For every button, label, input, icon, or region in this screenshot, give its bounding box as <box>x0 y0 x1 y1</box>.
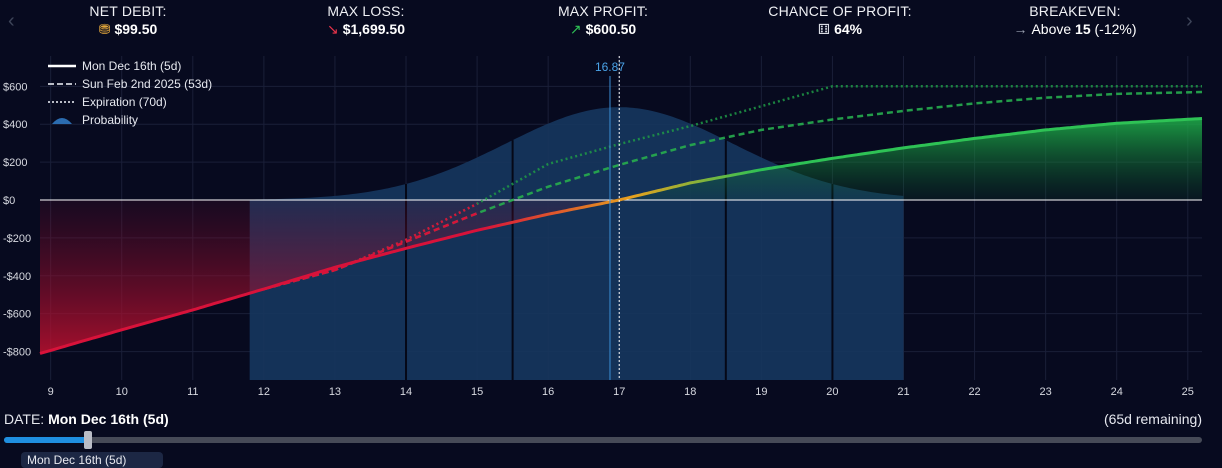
loss-area <box>40 200 616 354</box>
breakeven-stat: BREAKEVEN: → Above 15 (-12%) <box>975 3 1175 37</box>
x-tick-label-17: 17 <box>613 386 625 398</box>
x-tick-label-15: 15 <box>471 386 483 398</box>
breakeven-prefix: Above <box>1031 21 1072 37</box>
x-tick-label-11: 11 <box>187 386 198 398</box>
legend-probability-swatch <box>52 118 72 124</box>
date-label: DATE: <box>4 411 45 427</box>
arrow-down-right-icon: ↘ <box>326 21 339 37</box>
net-debit-stat: NET DEBIT: ⛃ $99.50 <box>28 3 228 38</box>
current-price-label: 16.87 <box>595 60 625 74</box>
x-tick-label-24: 24 <box>1111 386 1123 398</box>
max-profit-label: MAX PROFIT: <box>557 3 649 19</box>
max-profit-value: $600.50 <box>585 21 637 37</box>
next-arrow-icon[interactable]: › <box>1186 10 1193 32</box>
date-slider-handle[interactable] <box>83 431 92 449</box>
legend-label-0: Mon Dec 16th (5d) <box>82 59 181 73</box>
pnl-chart[interactable]: 16.87 $600 $400 $200 $0 -$200 -$400 -$600 -$800 9… <box>0 0 1222 405</box>
y-tick-label-3: $0 <box>3 195 15 207</box>
prev-arrow-icon[interactable]: ‹ <box>8 10 15 32</box>
series-expiration-line <box>263 85 1202 291</box>
x-tick-label-13: 13 <box>329 386 341 398</box>
x-tick-label-23: 23 <box>1040 386 1052 398</box>
arrow-right-icon: → <box>1013 21 1028 37</box>
date-slider-fill <box>4 437 88 443</box>
max-loss-label: MAX LOSS: <box>327 3 405 19</box>
breakeven-label: BREAKEVEN: <box>1029 3 1121 19</box>
y-tick-label-2: $200 <box>3 157 27 169</box>
y-tick-label-1: $400 <box>3 119 27 131</box>
y-tick-label-5: -$400 <box>3 271 31 283</box>
max-profit-stat: MAX PROFIT: ↗ $600.50 <box>503 3 703 38</box>
net-debit-value: $99.50 <box>114 21 158 37</box>
net-debit-label: NET DEBIT: <box>89 3 167 19</box>
days-remaining: (65d remaining) <box>1103 411 1202 427</box>
x-tick-label-9: 9 <box>48 386 54 398</box>
x-tick-label-22: 22 <box>968 386 980 398</box>
y-tick-label-4: -$200 <box>3 233 31 245</box>
breakeven-percent: (-12%) <box>1094 21 1137 37</box>
coins-icon: ⛃ <box>98 21 111 37</box>
x-tick-label-16: 16 <box>542 386 554 398</box>
legend: Mon Dec 16th (5d) Sun Feb 2nd 2025 (53d) E… <box>48 59 212 127</box>
x-tick-label-10: 10 <box>116 386 128 398</box>
legend-label-2: Expiration (70d) <box>82 95 167 109</box>
x-tick-label-12: 12 <box>258 386 270 398</box>
date-value: Mon Dec 16th (5d) <box>48 411 169 427</box>
profit-area <box>619 118 1202 200</box>
chance-of-profit-stat: CHANCE OF PROFIT: ⚅ 64% <box>740 3 940 38</box>
x-tick-label-21: 21 <box>897 386 909 398</box>
x-tick-label-25: 25 <box>1182 386 1194 398</box>
y-tick-label-0: $600 <box>3 81 27 93</box>
x-tick-label-14: 14 <box>400 386 412 398</box>
y-tick-label-6: -$600 <box>3 309 31 321</box>
date-tooltip: Mon Dec 16th (5d) <box>21 452 163 468</box>
x-tick-label-18: 18 <box>684 386 696 398</box>
legend-label-3: Probability <box>82 113 138 127</box>
max-loss-value: $1,699.50 <box>342 21 406 37</box>
stats-bar: ‹ NET DEBIT: ⛃ $99.50 MAX LOSS: ↘ $1,699.5… <box>0 0 1222 44</box>
chance-of-profit-label: CHANCE OF PROFIT: <box>768 3 912 19</box>
chance-of-profit-value: 64% <box>834 21 863 37</box>
max-loss-stat: MAX LOSS: ↘ $1,699.50 <box>266 3 466 38</box>
y-tick-label-7: -$800 <box>3 347 31 359</box>
x-tick-label-19: 19 <box>755 386 767 398</box>
date-row: DATE: Mon Dec 16th (5d) (65d remaining) <box>4 411 1202 427</box>
dice-icon: ⚅ <box>817 21 831 37</box>
series-current-line <box>39 117 1203 355</box>
x-tick-label-20: 20 <box>826 386 838 398</box>
arrow-up-right-icon: ↗ <box>569 21 582 37</box>
legend-label-1: Sun Feb 2nd 2025 (53d) <box>82 77 212 91</box>
breakeven-price: 15 <box>1075 21 1091 37</box>
date-slider[interactable] <box>4 431 1202 449</box>
